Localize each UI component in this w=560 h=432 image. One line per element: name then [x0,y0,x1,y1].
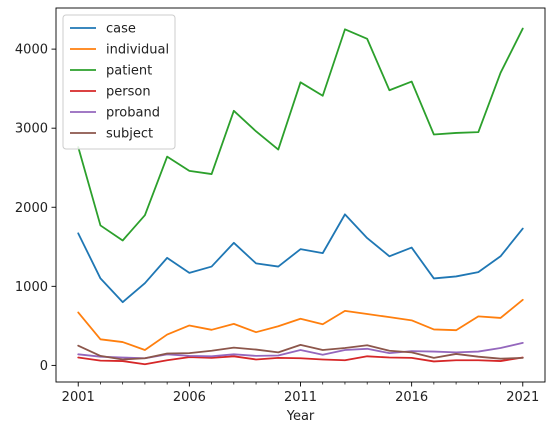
series-line-patient [77,27,524,242]
x-tick-label: 2001 [62,390,95,405]
y-tick-label: 0 [40,359,48,374]
y-tick-label: 1000 [15,280,48,295]
legend-label-patient: patient [106,64,152,79]
y-axis: 0 1000 2000 3000 4000 [15,43,56,374]
x-axis-label: Year [286,409,315,424]
x-tick-label: 2016 [395,390,428,405]
series-lines [77,27,524,366]
y-tick-label: 2000 [15,201,48,216]
legend-label-subject: subject [106,127,153,142]
legend-label-case: case [106,22,136,37]
series-line-case [77,213,524,304]
x-tick-label: 2011 [284,390,317,405]
legend: case individual patient person proband subjec… [62,14,176,150]
legend-label-individual: individual [106,43,169,58]
y-tick-label: 4000 [15,43,48,58]
x-tick-label: 2021 [506,390,539,405]
x-tick-label: 2006 [173,390,206,405]
series-line-subject [77,343,524,361]
legend-label-proband: proband [106,106,160,121]
x-axis: 2001 2006 2011 2016 2021 [62,382,539,405]
series-line-individual [77,298,524,351]
y-tick-label: 3000 [15,122,48,137]
series-line-person [77,355,524,366]
legend-label-person: person [106,85,151,100]
